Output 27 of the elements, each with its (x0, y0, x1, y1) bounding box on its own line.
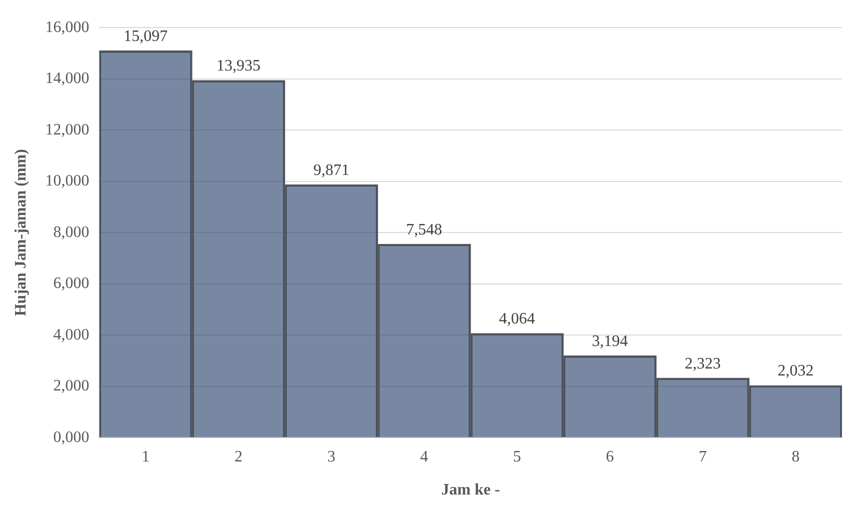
data-label: 2,323 (684, 355, 721, 372)
data-label: 15,097 (124, 28, 168, 45)
x-tick-label: 5 (513, 448, 522, 466)
y-tick-label: 12,000 (45, 121, 90, 138)
y-tick-label: 14,000 (45, 70, 90, 88)
y-tick-label: 4,000 (53, 326, 90, 344)
y-axis-title: Hujan Jam-jaman (mm) (12, 149, 30, 316)
y-tick-label: 6,000 (53, 275, 90, 292)
x-tick-label: 3 (327, 448, 336, 466)
x-tick-label: 7 (698, 448, 707, 466)
data-label: 7,548 (406, 221, 442, 238)
x-tick-label: 8 (792, 448, 800, 466)
y-tick-label: 8,000 (53, 224, 90, 241)
y-tick-label: 10,000 (45, 172, 90, 190)
x-tick-label: 1 (142, 448, 150, 466)
data-label: 3,194 (592, 332, 628, 350)
y-tick-label: 2,000 (53, 378, 90, 395)
data-label: 13,935 (216, 58, 260, 75)
data-label: 2,032 (778, 362, 814, 380)
x-axis-title: Jam ke - (441, 482, 500, 499)
x-tick-label: 2 (234, 448, 242, 466)
data-label: 9,871 (313, 162, 350, 179)
y-tick-label: 0,000 (53, 428, 90, 446)
x-tick-label: 6 (606, 448, 614, 466)
data-label: 4,064 (499, 310, 536, 328)
x-tick-label: 4 (420, 448, 428, 466)
y-tick-label: 16,000 (45, 18, 90, 36)
